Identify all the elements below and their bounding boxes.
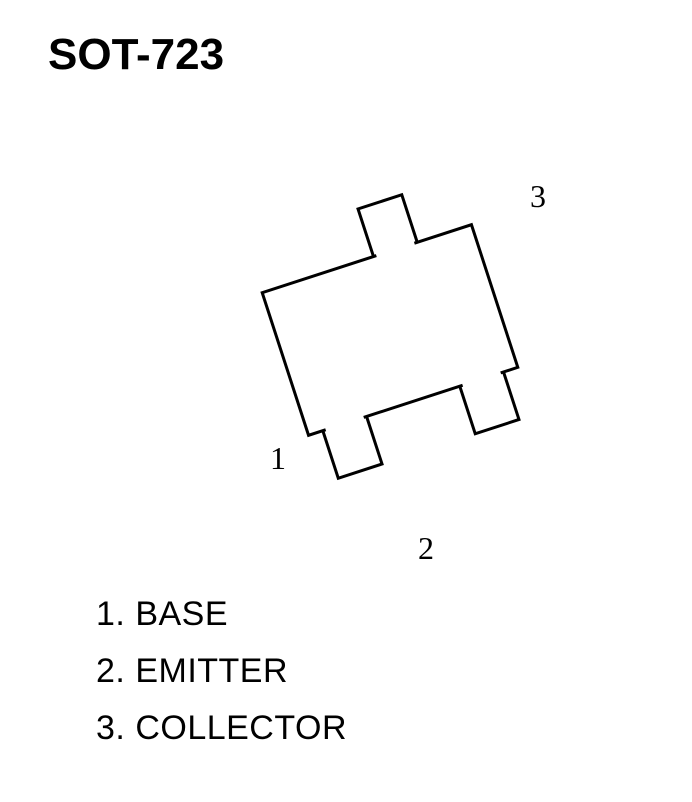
legend-row: 1. BASE	[96, 595, 347, 634]
package-group	[247, 177, 533, 483]
legend-num: 1.	[96, 595, 125, 633]
pin-label-1: 1	[270, 440, 286, 477]
legend-row: 3. COLLECTOR	[96, 709, 347, 748]
pin-label-3: 3	[530, 178, 546, 215]
pin-label-2: 2	[418, 530, 434, 567]
legend-name: BASE	[135, 595, 228, 633]
package-title: SOT-723	[48, 30, 224, 80]
package-diagram: 1 2 3	[160, 150, 600, 570]
legend-num: 2.	[96, 652, 125, 690]
legend-name: COLLECTOR	[135, 709, 347, 747]
legend-name: EMITTER	[135, 652, 288, 690]
page: SOT-723 1 2 3 1. BASE 2. EMITTER 3. COLL…	[0, 0, 692, 802]
legend-num: 3.	[96, 709, 125, 747]
pin-legend: 1. BASE 2. EMITTER 3. COLLECTOR	[96, 595, 347, 766]
legend-row: 2. EMITTER	[96, 652, 347, 691]
